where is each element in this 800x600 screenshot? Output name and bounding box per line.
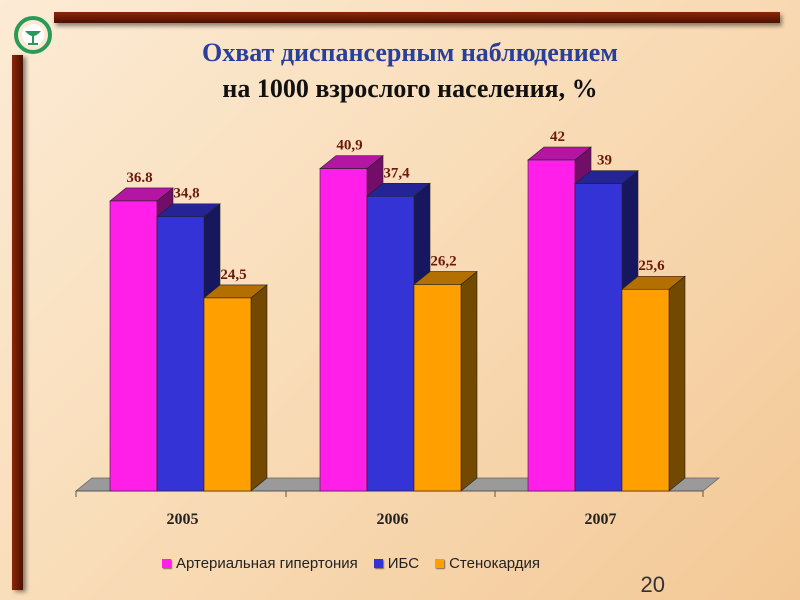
medical-bowl-snake-icon <box>14 16 52 54</box>
bar <box>621 275 686 492</box>
legend-label: Артериальная гипертония <box>176 554 358 572</box>
legend-item: Стенокардия <box>435 555 540 572</box>
data-label: 25,6 <box>638 258 665 274</box>
slide-subtitle: на 1000 взрослого населения, % <box>222 74 598 103</box>
slide-frame-left <box>12 55 23 590</box>
bar <box>203 284 268 492</box>
slide-frame-top <box>54 12 780 23</box>
legend-swatch <box>162 558 171 568</box>
data-label: 42 <box>550 129 565 145</box>
data-label: 37,4 <box>383 165 410 181</box>
legend-swatch <box>435 558 445 568</box>
data-label: 39 <box>597 153 612 169</box>
data-label: 26,2 <box>430 254 456 270</box>
bar <box>413 270 478 492</box>
x-tick-label: 2006 <box>377 511 409 528</box>
data-label: 40,9 <box>336 138 362 154</box>
chart-legend: Артериальная гипертония ИБС Стенокардия <box>162 552 556 574</box>
x-tick-label: 2005 <box>167 511 199 528</box>
legend-label: Стенокардия <box>449 554 541 572</box>
page-number: 20 <box>640 572 665 597</box>
slide-title: Охват диспансерным наблюдением <box>201 38 619 67</box>
x-tick-label: 2007 <box>585 511 617 528</box>
data-label: 36.8 <box>126 170 152 186</box>
data-label: 24,5 <box>220 267 246 283</box>
bar <box>366 182 431 492</box>
legend-item: ИБС <box>373 554 420 572</box>
legend-swatch <box>373 558 383 568</box>
data-label: 34,8 <box>173 186 199 202</box>
legend-item: Артериальная гипертония <box>162 555 358 572</box>
legend-label: ИБС <box>387 554 420 572</box>
